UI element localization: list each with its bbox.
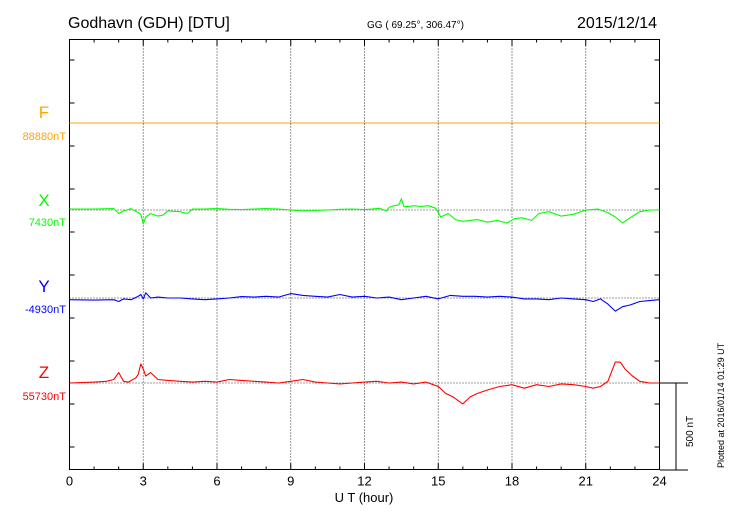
channel-labels: F 88880nT X 7430nT Y -4930nT Z 55730nT [23,103,67,403]
plot-frame [69,39,660,470]
plotted-at-note: Plotted at 2016/01/14 01:29 UT [716,342,726,468]
traces [69,122,660,405]
x-tick-label-24: 24 [652,474,666,489]
channel-baseline-x: 7430nT [29,217,67,229]
grid [142,39,587,470]
x-tick-label-12: 12 [357,474,371,489]
x-tick-label-15: 15 [431,474,445,489]
date-label: 2015/12/14 [577,15,657,32]
channel-baseline-f: 88880nT [23,131,67,143]
x-tick-label-21: 21 [579,474,593,489]
x-tick-label-6: 6 [213,474,220,489]
trace-x [69,198,660,225]
scale-bar-label: 500 nT [685,416,696,447]
trace-z [69,361,660,405]
channel-name-z: Z [39,363,49,382]
coords-label: GG ( 69.25°, 306.47°) [367,20,464,31]
x-tick-label-18: 18 [505,474,519,489]
x-axis-ticks: 0 3 6 9 12 15 18 21 24 [66,39,667,489]
trace-y [69,292,660,312]
scale-bar: 500 nT [660,382,696,471]
x-tick-label-9: 9 [287,474,294,489]
x-tick-label-0: 0 [66,474,73,489]
channel-baseline-y: -4930nT [25,304,66,316]
channel-name-y: Y [38,277,49,296]
x-axis-label: U T (hour) [335,490,394,505]
x-tick-label-3: 3 [140,474,147,489]
station-title: Godhavn (GDH) [DTU] [68,15,230,32]
channel-baseline-z: 55730nT [23,391,67,403]
channel-name-f: F [39,103,49,122]
channel-name-x: X [38,191,49,210]
